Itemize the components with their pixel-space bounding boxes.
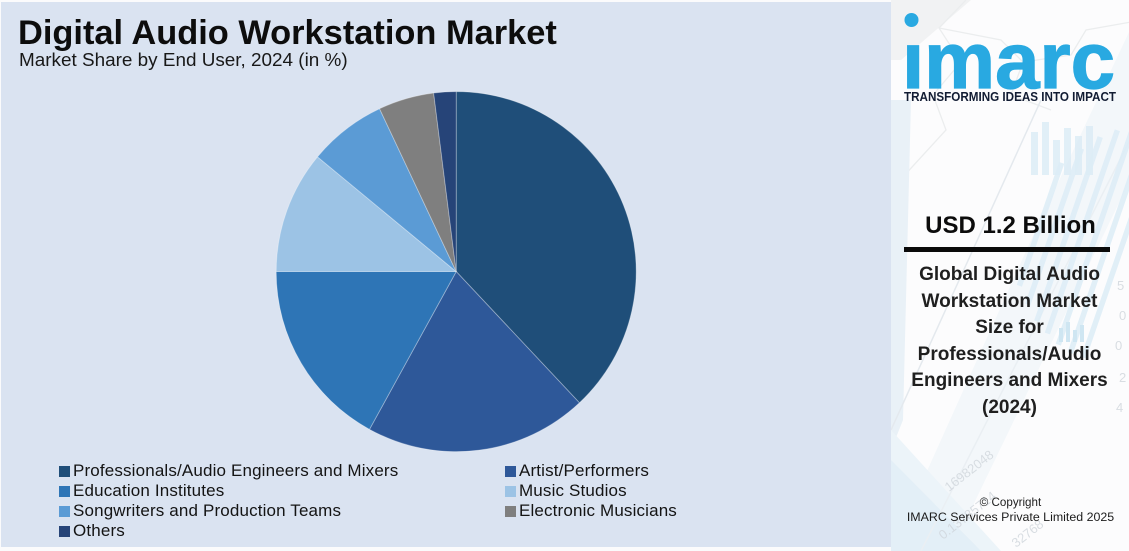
svg-text:5: 5 (1117, 278, 1124, 293)
svg-text:2: 2 (1119, 370, 1126, 385)
svg-text:0: 0 (1119, 308, 1126, 323)
svg-text:TRANSFORMING IDEAS INTO IMPACT: TRANSFORMING IDEAS INTO IMPACT (904, 90, 1116, 104)
svg-text:ımarc: ımarc (902, 16, 1115, 105)
svg-text:0: 0 (1115, 338, 1122, 353)
svg-text:4: 4 (1116, 400, 1123, 415)
